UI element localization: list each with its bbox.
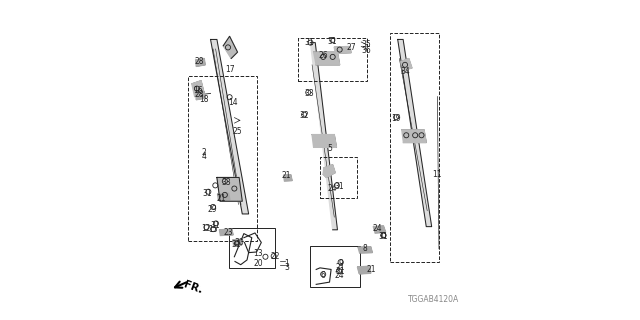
Text: 30: 30 — [235, 238, 244, 247]
Text: 33: 33 — [305, 89, 314, 98]
Polygon shape — [358, 247, 372, 253]
Text: 20: 20 — [253, 259, 263, 268]
Polygon shape — [192, 81, 204, 97]
Polygon shape — [334, 46, 351, 53]
Text: 31: 31 — [379, 232, 388, 241]
Polygon shape — [217, 178, 243, 201]
Text: 16: 16 — [193, 86, 203, 95]
Polygon shape — [357, 266, 371, 273]
Polygon shape — [358, 267, 371, 274]
Polygon shape — [211, 39, 248, 214]
Text: 31: 31 — [305, 38, 314, 47]
Polygon shape — [196, 59, 205, 67]
Text: 4: 4 — [202, 152, 207, 161]
Text: 31: 31 — [328, 36, 337, 45]
Text: 34: 34 — [401, 67, 410, 76]
Text: 19: 19 — [391, 114, 401, 123]
Text: 6: 6 — [321, 271, 326, 280]
Polygon shape — [323, 165, 335, 178]
Text: 17: 17 — [225, 65, 234, 74]
Text: 28: 28 — [195, 91, 204, 100]
Text: 31: 31 — [211, 220, 220, 229]
Text: TGGAB4120A: TGGAB4120A — [408, 295, 460, 304]
Text: 33: 33 — [221, 178, 231, 187]
Text: 21: 21 — [282, 172, 291, 180]
Text: 21: 21 — [336, 263, 346, 272]
Text: 9: 9 — [338, 259, 343, 268]
Text: 24: 24 — [328, 184, 337, 193]
Polygon shape — [314, 52, 340, 65]
Text: 24: 24 — [372, 224, 382, 233]
Text: 1: 1 — [284, 259, 289, 268]
Text: 13: 13 — [253, 249, 263, 258]
Polygon shape — [373, 226, 386, 233]
Text: 26: 26 — [318, 51, 328, 60]
Polygon shape — [284, 175, 292, 181]
Polygon shape — [218, 193, 230, 200]
Polygon shape — [401, 59, 412, 70]
Polygon shape — [223, 36, 237, 59]
Text: 3: 3 — [284, 263, 289, 272]
Text: 35: 35 — [361, 40, 371, 49]
Polygon shape — [397, 39, 431, 227]
Text: 12: 12 — [201, 224, 211, 233]
Polygon shape — [402, 130, 426, 142]
Polygon shape — [233, 239, 242, 246]
Text: 25: 25 — [233, 127, 243, 136]
Polygon shape — [220, 229, 233, 236]
Polygon shape — [196, 92, 205, 100]
Text: 5: 5 — [327, 144, 332, 153]
Text: 31: 31 — [231, 240, 241, 249]
Text: 27: 27 — [347, 43, 356, 52]
Text: 21: 21 — [366, 265, 376, 274]
Text: 31: 31 — [334, 182, 344, 191]
Text: 14: 14 — [228, 99, 237, 108]
Text: 29: 29 — [208, 205, 218, 214]
Text: 21: 21 — [217, 194, 227, 203]
Text: 24: 24 — [334, 271, 344, 280]
Text: FR.: FR. — [182, 279, 204, 296]
Text: 28: 28 — [195, 57, 204, 66]
Polygon shape — [312, 135, 337, 147]
Text: 31: 31 — [336, 267, 346, 276]
Text: 36: 36 — [361, 46, 371, 55]
Text: 8: 8 — [362, 244, 367, 253]
Text: 11: 11 — [433, 170, 442, 179]
Text: 15: 15 — [208, 225, 218, 234]
Text: 18: 18 — [200, 95, 209, 104]
Text: 2: 2 — [202, 148, 207, 156]
Text: 32: 32 — [300, 111, 309, 120]
Text: 31: 31 — [203, 189, 212, 198]
Polygon shape — [310, 43, 337, 230]
Text: 23: 23 — [223, 228, 233, 237]
Text: 22: 22 — [271, 252, 280, 261]
